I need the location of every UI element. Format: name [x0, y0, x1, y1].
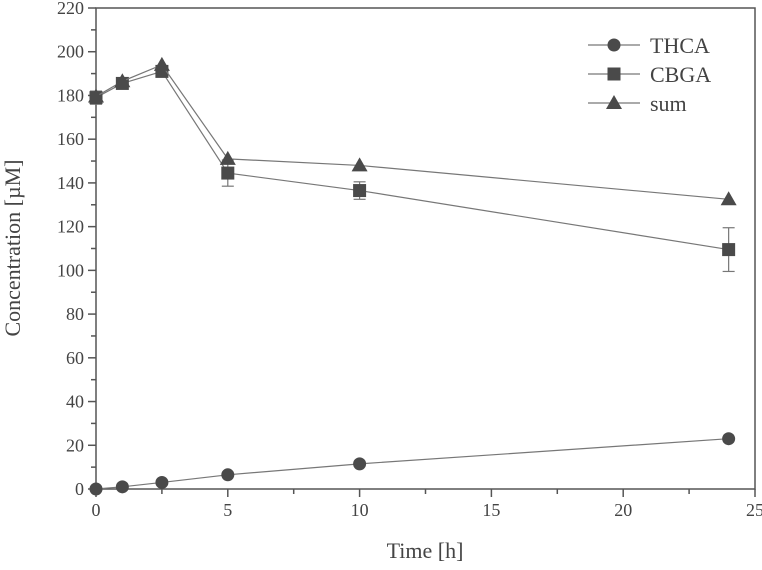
data-point	[89, 482, 103, 496]
x-axis-label: Time [h]	[387, 538, 464, 563]
legend-label: CBGA	[650, 62, 711, 87]
data-point	[115, 480, 129, 494]
data-point	[722, 432, 736, 446]
legend: THCA CBGA sum	[588, 33, 711, 116]
y-tick-label: 220	[57, 0, 84, 18]
axes: 0 5 10 15 20 25 0 20 40 60 80 100 120 140 160 180 200 220	[57, 0, 762, 520]
series-thca	[89, 432, 736, 496]
series-layer	[88, 56, 737, 496]
y-tick-label: 0	[75, 479, 84, 499]
data-point	[219, 150, 236, 165]
y-tick-label: 180	[57, 85, 84, 105]
data-point	[353, 184, 367, 198]
x-tick-label: 25	[746, 500, 762, 520]
legend-label: THCA	[650, 33, 710, 58]
y-tick-label: 160	[57, 129, 84, 149]
data-point	[722, 243, 736, 257]
data-point	[221, 468, 235, 482]
x-tick-label: 0	[92, 500, 101, 520]
y-tick-label: 80	[66, 304, 84, 324]
legend-marker-square	[607, 67, 621, 81]
data-point	[153, 56, 170, 71]
y-tick-label: 140	[57, 173, 84, 193]
data-point	[221, 166, 235, 180]
y-tick-label: 120	[57, 217, 84, 237]
legend-marker-circle	[607, 38, 621, 52]
y-tick-label: 100	[57, 260, 84, 280]
x-tick-label: 5	[223, 500, 232, 520]
x-tick-label: 10	[351, 500, 369, 520]
data-point	[155, 475, 169, 489]
series-line	[95, 70, 729, 251]
y-tick-label: 20	[66, 435, 84, 455]
series-sum	[88, 56, 737, 206]
y-tick-label: 60	[66, 348, 84, 368]
series-line	[95, 64, 729, 200]
data-point	[351, 157, 368, 172]
series-cbga	[89, 64, 736, 273]
y-tick-label: 40	[66, 392, 84, 412]
legend-marker-triangle	[606, 95, 622, 109]
data-point	[353, 457, 367, 471]
x-tick-label: 20	[614, 500, 632, 520]
series-line	[95, 438, 729, 490]
data-point	[114, 73, 131, 88]
data-point	[88, 88, 104, 103]
x-tick-label: 15	[482, 500, 500, 520]
y-axis-label: Concentration [µM]	[0, 159, 25, 336]
legend-label: sum	[650, 91, 687, 116]
data-point	[720, 191, 737, 206]
y-tick-label: 200	[57, 42, 84, 62]
